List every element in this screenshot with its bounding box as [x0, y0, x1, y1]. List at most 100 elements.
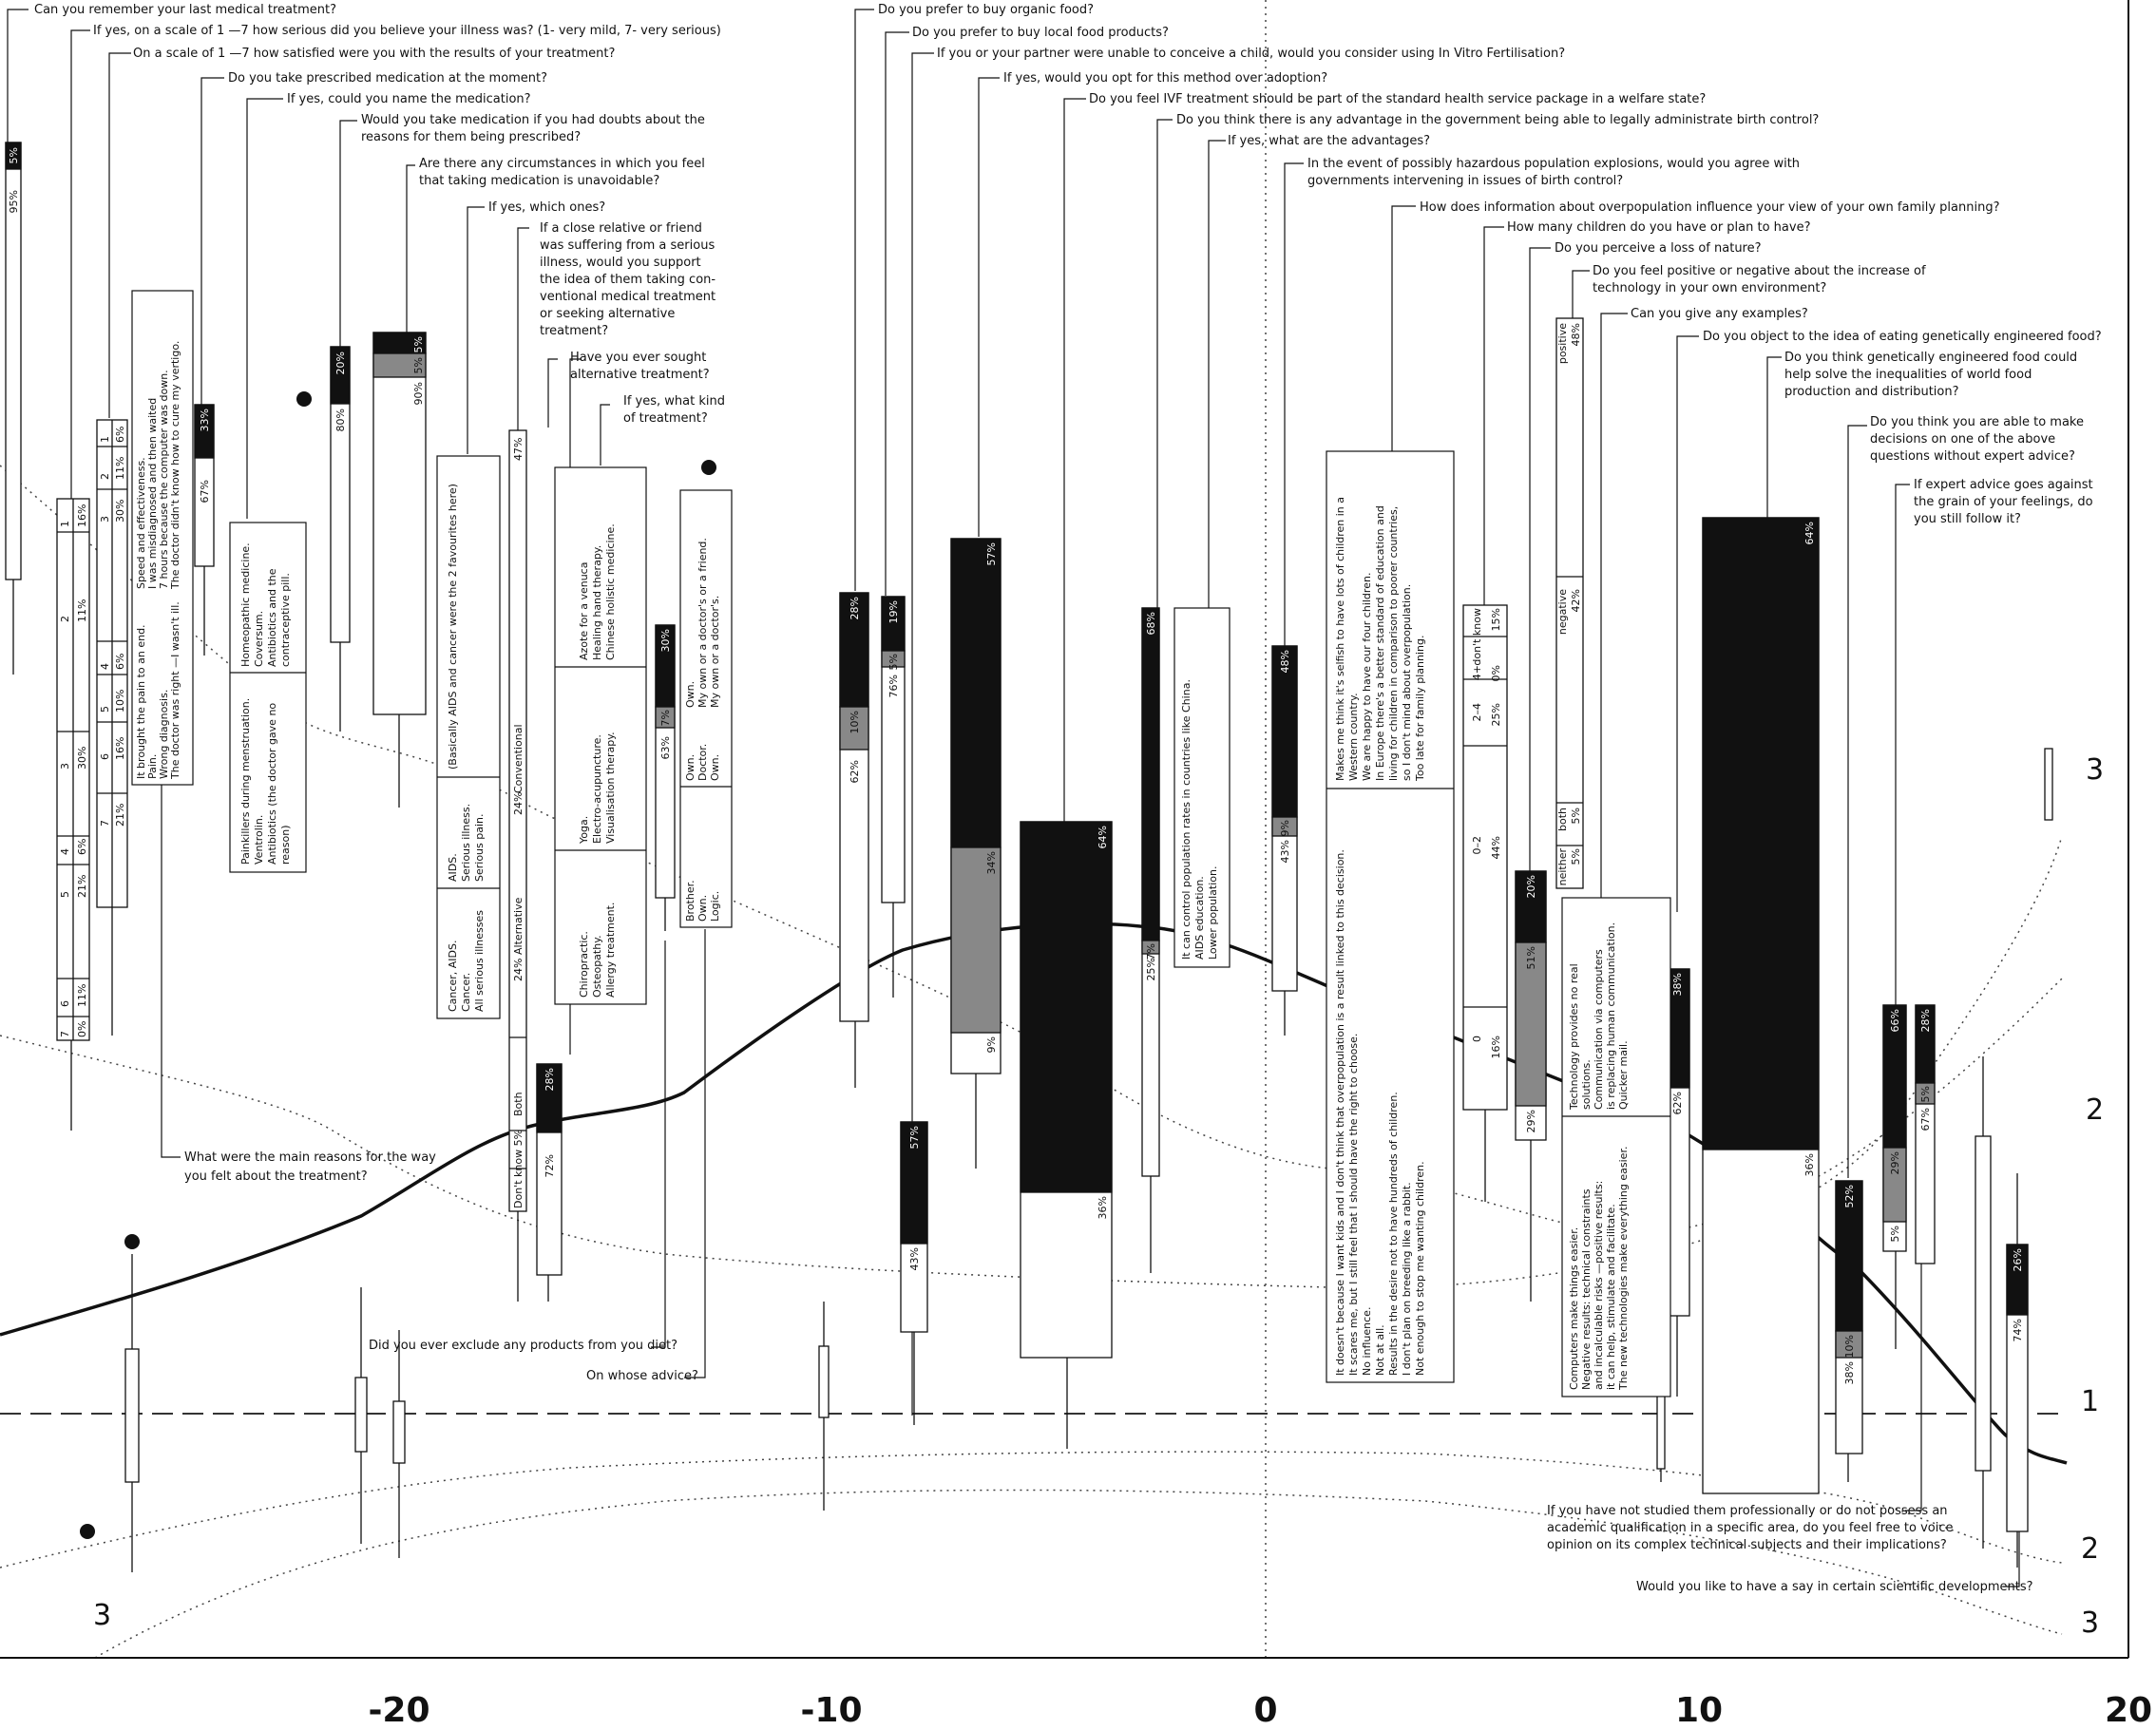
note-text: Pain.	[146, 754, 159, 779]
answer-label: neither	[1556, 848, 1569, 886]
bar-segment	[839, 706, 869, 751]
answer-label: 80%	[334, 409, 347, 431]
answer-label: 63%	[659, 736, 672, 759]
bar-segment	[1882, 1147, 1907, 1223]
question-text: Would you take medication if you had dou…	[361, 113, 705, 127]
bar-segment	[1915, 1082, 1936, 1105]
note-text: No influence.	[1361, 1307, 1373, 1376]
answer-label: 38%	[1843, 1361, 1856, 1384]
note-text: Homeopathic medicine.	[239, 542, 252, 667]
answer-label: 29%	[1889, 1151, 1901, 1174]
answer-label: 62%	[1671, 1092, 1684, 1114]
answer-label: 57%	[908, 1126, 921, 1149]
answer-labels: 95% 5% 1 16% 2 11% 3 30% 4 6% 5 21% 6 11…	[8, 147, 2024, 1384]
answer-label: 47%	[512, 438, 525, 461]
axis-tick-minus-10: -10	[800, 1691, 862, 1730]
answer-label: 21%	[76, 875, 88, 898]
answer-label: 15%	[1490, 608, 1502, 631]
answer-label: 51%	[1525, 946, 1537, 969]
answer-label: 0%	[76, 1021, 88, 1037]
question-text: If yes, which ones?	[488, 200, 605, 215]
answer-label: 10%	[1843, 1335, 1856, 1358]
answer-label: 5	[99, 706, 111, 713]
answer-label: 36%	[1803, 1153, 1816, 1176]
question-text: illness, would you support	[540, 256, 701, 270]
question-text: If yes, what kind	[623, 394, 725, 409]
answer-label: 20%	[1525, 875, 1537, 898]
answer-label: 44%	[1490, 836, 1502, 859]
question-text: Can you remember your last medical treat…	[34, 3, 336, 17]
note-text: The doctor was right —I wasn't ill.	[169, 601, 181, 780]
answer-label: 48%	[1279, 650, 1291, 673]
note-text: I don't plan on breeding like a rabbit.	[1401, 1182, 1413, 1376]
answer-label: 24%	[512, 959, 525, 981]
question-text: treatment?	[540, 324, 608, 338]
answer-label: 9%	[1279, 820, 1291, 836]
answer-label: 72%	[544, 1154, 556, 1177]
answer-label: 67%	[199, 480, 211, 503]
question-text: technology in your own environment?	[1593, 281, 1826, 295]
answer-label: 28%	[1919, 1009, 1932, 1032]
question-text: Do you perceive a loss of nature?	[1555, 241, 1762, 256]
bar-segment	[881, 650, 906, 668]
note-box	[679, 489, 733, 928]
question-text: Do you feel IVF treatment should be part…	[1089, 92, 1706, 106]
bar-segment	[508, 429, 527, 1212]
note-text: Cancer, AIDS.	[447, 941, 459, 1012]
note-text: AIDS education.	[1193, 876, 1206, 960]
question-text: governments intervening in issues of bir…	[1307, 174, 1623, 188]
question-text: the grain of your feelings, do	[1914, 495, 2093, 509]
note-text: Negative results: technical constraints	[1580, 1188, 1593, 1390]
question-text: that taking medication is unavoidable?	[419, 174, 659, 188]
note-text: Computers make things easier.	[1568, 1227, 1580, 1390]
axis-tick-10: 10	[1675, 1691, 1723, 1730]
note-text: living for children in comparison to poo…	[1387, 506, 1400, 781]
answer-label: 6%	[76, 839, 88, 855]
note-text: Own.	[684, 681, 696, 708]
bar-segment	[1702, 517, 1820, 1150]
note-text: Too late for family planning.	[1414, 636, 1426, 782]
note-text: Communication via computers	[1593, 949, 1605, 1110]
answer-label: 0%	[1490, 665, 1502, 681]
leader-lines	[7, 9, 2020, 1587]
bar-segment	[392, 1400, 406, 1464]
level-label: 2	[2081, 1532, 2099, 1566]
answer-label: 16%	[114, 737, 126, 760]
answer-label: 9%	[985, 1036, 998, 1053]
question-text: Do you think you are able to make	[1870, 415, 2084, 429]
question-text: If expert advice goes against	[1914, 478, 2093, 492]
bar-segment	[950, 538, 1002, 848]
question-text: or seeking alternative	[540, 307, 675, 321]
answer-label: 74%	[2012, 1319, 2024, 1341]
note-text: reason)	[279, 825, 292, 865]
note-text: It can control population rates in count…	[1180, 679, 1192, 960]
answer-label: 6	[59, 1000, 71, 1007]
note-box	[554, 466, 647, 1005]
note-text: My own or a doctor's.	[709, 596, 721, 708]
note-text: and incalculable risks —positive results…	[1593, 1181, 1605, 1390]
note-box	[229, 522, 307, 873]
question-text: production and distribution?	[1784, 385, 1959, 399]
note-text: Serious pain.	[473, 813, 486, 882]
question-text: If you or your partner were unable to co…	[937, 47, 1565, 61]
answer-label: 33%	[199, 409, 211, 431]
note-text: Chinese holistic medicine.	[604, 523, 617, 660]
note-text: My own or a doctor's or a friend.	[696, 538, 709, 708]
question-text: Do you think there is any advantage in t…	[1176, 113, 1819, 127]
note-text: The new technologies make everything eas…	[1617, 1147, 1630, 1391]
question-text: Do you prefer to buy organic food?	[878, 3, 1094, 17]
note-text: Makes me think it's selfish to have lots…	[1334, 497, 1346, 781]
answer-label: 2	[99, 473, 111, 480]
answer-label: 68%	[1145, 612, 1157, 635]
question-text: was suffering from a serious	[540, 238, 715, 253]
note-text: Not at all.	[1374, 1324, 1386, 1376]
note-text: Brother.	[684, 880, 696, 922]
question-text: On a scale of 1 —7 how satisfied were yo…	[133, 47, 615, 61]
bar-segment	[2006, 1244, 2029, 1316]
bar-segment	[1271, 645, 1298, 818]
level-label: 2	[2086, 1093, 2104, 1127]
question-text: Did you ever exclude any products from y…	[369, 1339, 677, 1353]
answer-label: 0	[1471, 1036, 1483, 1042]
answer-label: 2	[59, 616, 71, 622]
question-text: How does information about overpopulatio…	[1420, 200, 1999, 215]
